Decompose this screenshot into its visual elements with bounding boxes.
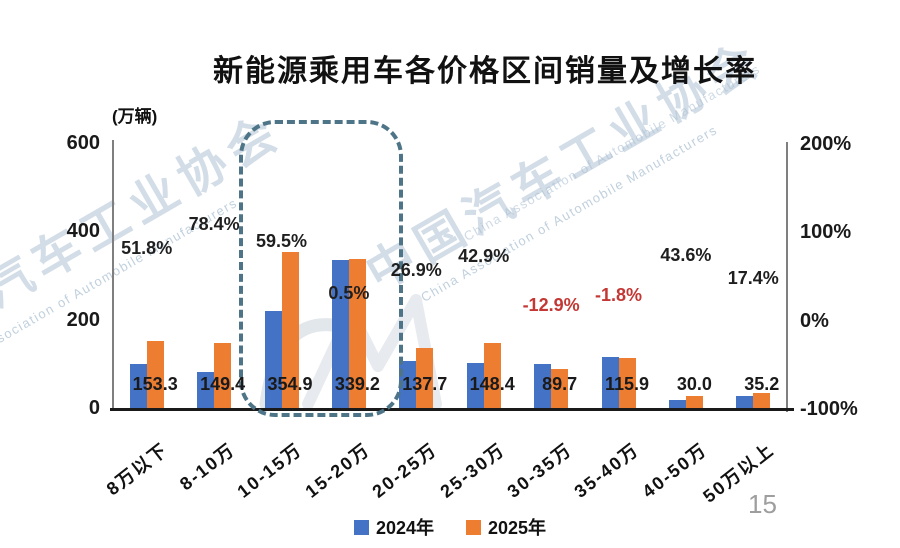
bar-2025年-40-50万 <box>685 395 703 409</box>
value-label-50万以上: 35.2 <box>744 374 780 394</box>
x-axis-category-20-25万: 20-25万 <box>368 439 442 502</box>
growth-label-50万以上: 17.4% <box>727 268 779 289</box>
bar-2024年-8万以下 <box>129 364 147 409</box>
x-axis-category-25-30万: 25-30万 <box>436 439 509 502</box>
legend-label-2024: 2024年 <box>375 518 434 538</box>
bar-2025年-50万以上 <box>753 393 771 409</box>
value-label-10-15万: 354.9 <box>267 374 313 394</box>
value-label-8-10万: 149.4 <box>200 374 246 394</box>
bar-2025年-35-40万 <box>618 357 636 409</box>
bar-2024年-25-30万 <box>466 363 484 409</box>
bar-2025年-15-20万 <box>348 259 366 409</box>
x-axis-category-15-20万: 15-20万 <box>301 439 374 502</box>
legend-item-2024: 2024年 <box>353 514 434 540</box>
chart-title: 新能源乘用车各价格区间销量及增长率 <box>213 55 757 88</box>
y-axis-right-tick--100%: -100% <box>800 398 858 420</box>
bar-2024年-8-10万 <box>197 372 215 409</box>
x-axis-line <box>110 408 794 411</box>
bar-2024年-40-50万 <box>668 399 686 409</box>
bar-2025年-8万以下 <box>146 341 164 409</box>
growth-label-20-25万: 26.9% <box>390 259 442 280</box>
highlight-box-10-15万-15-20万 <box>238 120 403 417</box>
growth-label-8万以下: 51.8% <box>121 237 173 258</box>
value-label-20-25万: 137.7 <box>402 374 448 394</box>
left-axis-unit-label: (万辆) <box>112 107 158 126</box>
growth-label-40-50万: 43.6% <box>660 245 712 266</box>
x-axis-category-30-35万: 30-35万 <box>503 439 576 502</box>
growth-label-15-20万: 0.5% <box>328 283 370 304</box>
y-axis-right-tick-100%: 100% <box>800 221 852 244</box>
legend-label-2025: 2025年 <box>488 518 547 538</box>
value-label-8万以下: 153.3 <box>132 374 178 394</box>
x-axis-category-8-10万: 8-10万 <box>176 439 239 495</box>
bar-2025年-8-10万 <box>214 343 232 409</box>
bar-2024年-35-40万 <box>601 356 619 409</box>
legend-swatch-2024 <box>353 519 369 535</box>
y-axis-left-tick-400: 400 <box>66 220 100 243</box>
x-axis-category-8万以下: 8万以下 <box>102 439 172 500</box>
bar-2025年-20-25万 <box>416 348 434 409</box>
y-axis-left-tick-0: 0 <box>88 397 100 419</box>
legend-swatch-2025 <box>466 519 481 535</box>
legend-item-2025: 2025年 <box>466 514 546 540</box>
bar-2024年-30-35万 <box>534 363 552 409</box>
bar-2025年-10-15万 <box>281 252 299 409</box>
growth-label-8-10万: 78.4% <box>188 214 240 235</box>
value-label-35-40万: 115.9 <box>604 374 650 394</box>
y-axis-right-tick-200%: 200% <box>800 133 852 155</box>
bar-2025年-25-30万 <box>483 343 501 409</box>
growth-label-30-35万: -12.9% <box>522 295 580 316</box>
value-label-40-50万: 30.0 <box>676 374 712 394</box>
right-axis-line <box>786 142 788 412</box>
value-label-25-30万: 148.4 <box>469 374 515 394</box>
x-axis-category-10-15万: 10-15万 <box>234 439 307 502</box>
growth-label-25-30万: 42.9% <box>458 245 510 266</box>
growth-label-35-40万: -1.8% <box>594 285 643 306</box>
bar-2024年-50万以上 <box>736 395 754 409</box>
growth-label-10-15万: 59.5% <box>255 231 308 252</box>
x-axis-category-35-40万: 35-40万 <box>571 439 644 502</box>
bar-2024年-20-25万 <box>399 361 417 409</box>
value-label-15-20万: 339.2 <box>334 374 380 394</box>
value-label-30-35万: 89.7 <box>542 374 578 394</box>
left-axis-line <box>112 140 114 409</box>
y-axis-right-tick-0%: 0% <box>800 309 829 332</box>
bar-2025年-30-35万 <box>551 369 569 409</box>
bar-2024年-15-20万 <box>331 259 349 409</box>
page-number: 15 <box>748 489 777 519</box>
y-axis-left-tick-200: 200 <box>66 308 100 331</box>
y-axis-left-tick-600: 600 <box>66 132 100 154</box>
chart-legend: 2024年 2025年 <box>0 514 900 540</box>
